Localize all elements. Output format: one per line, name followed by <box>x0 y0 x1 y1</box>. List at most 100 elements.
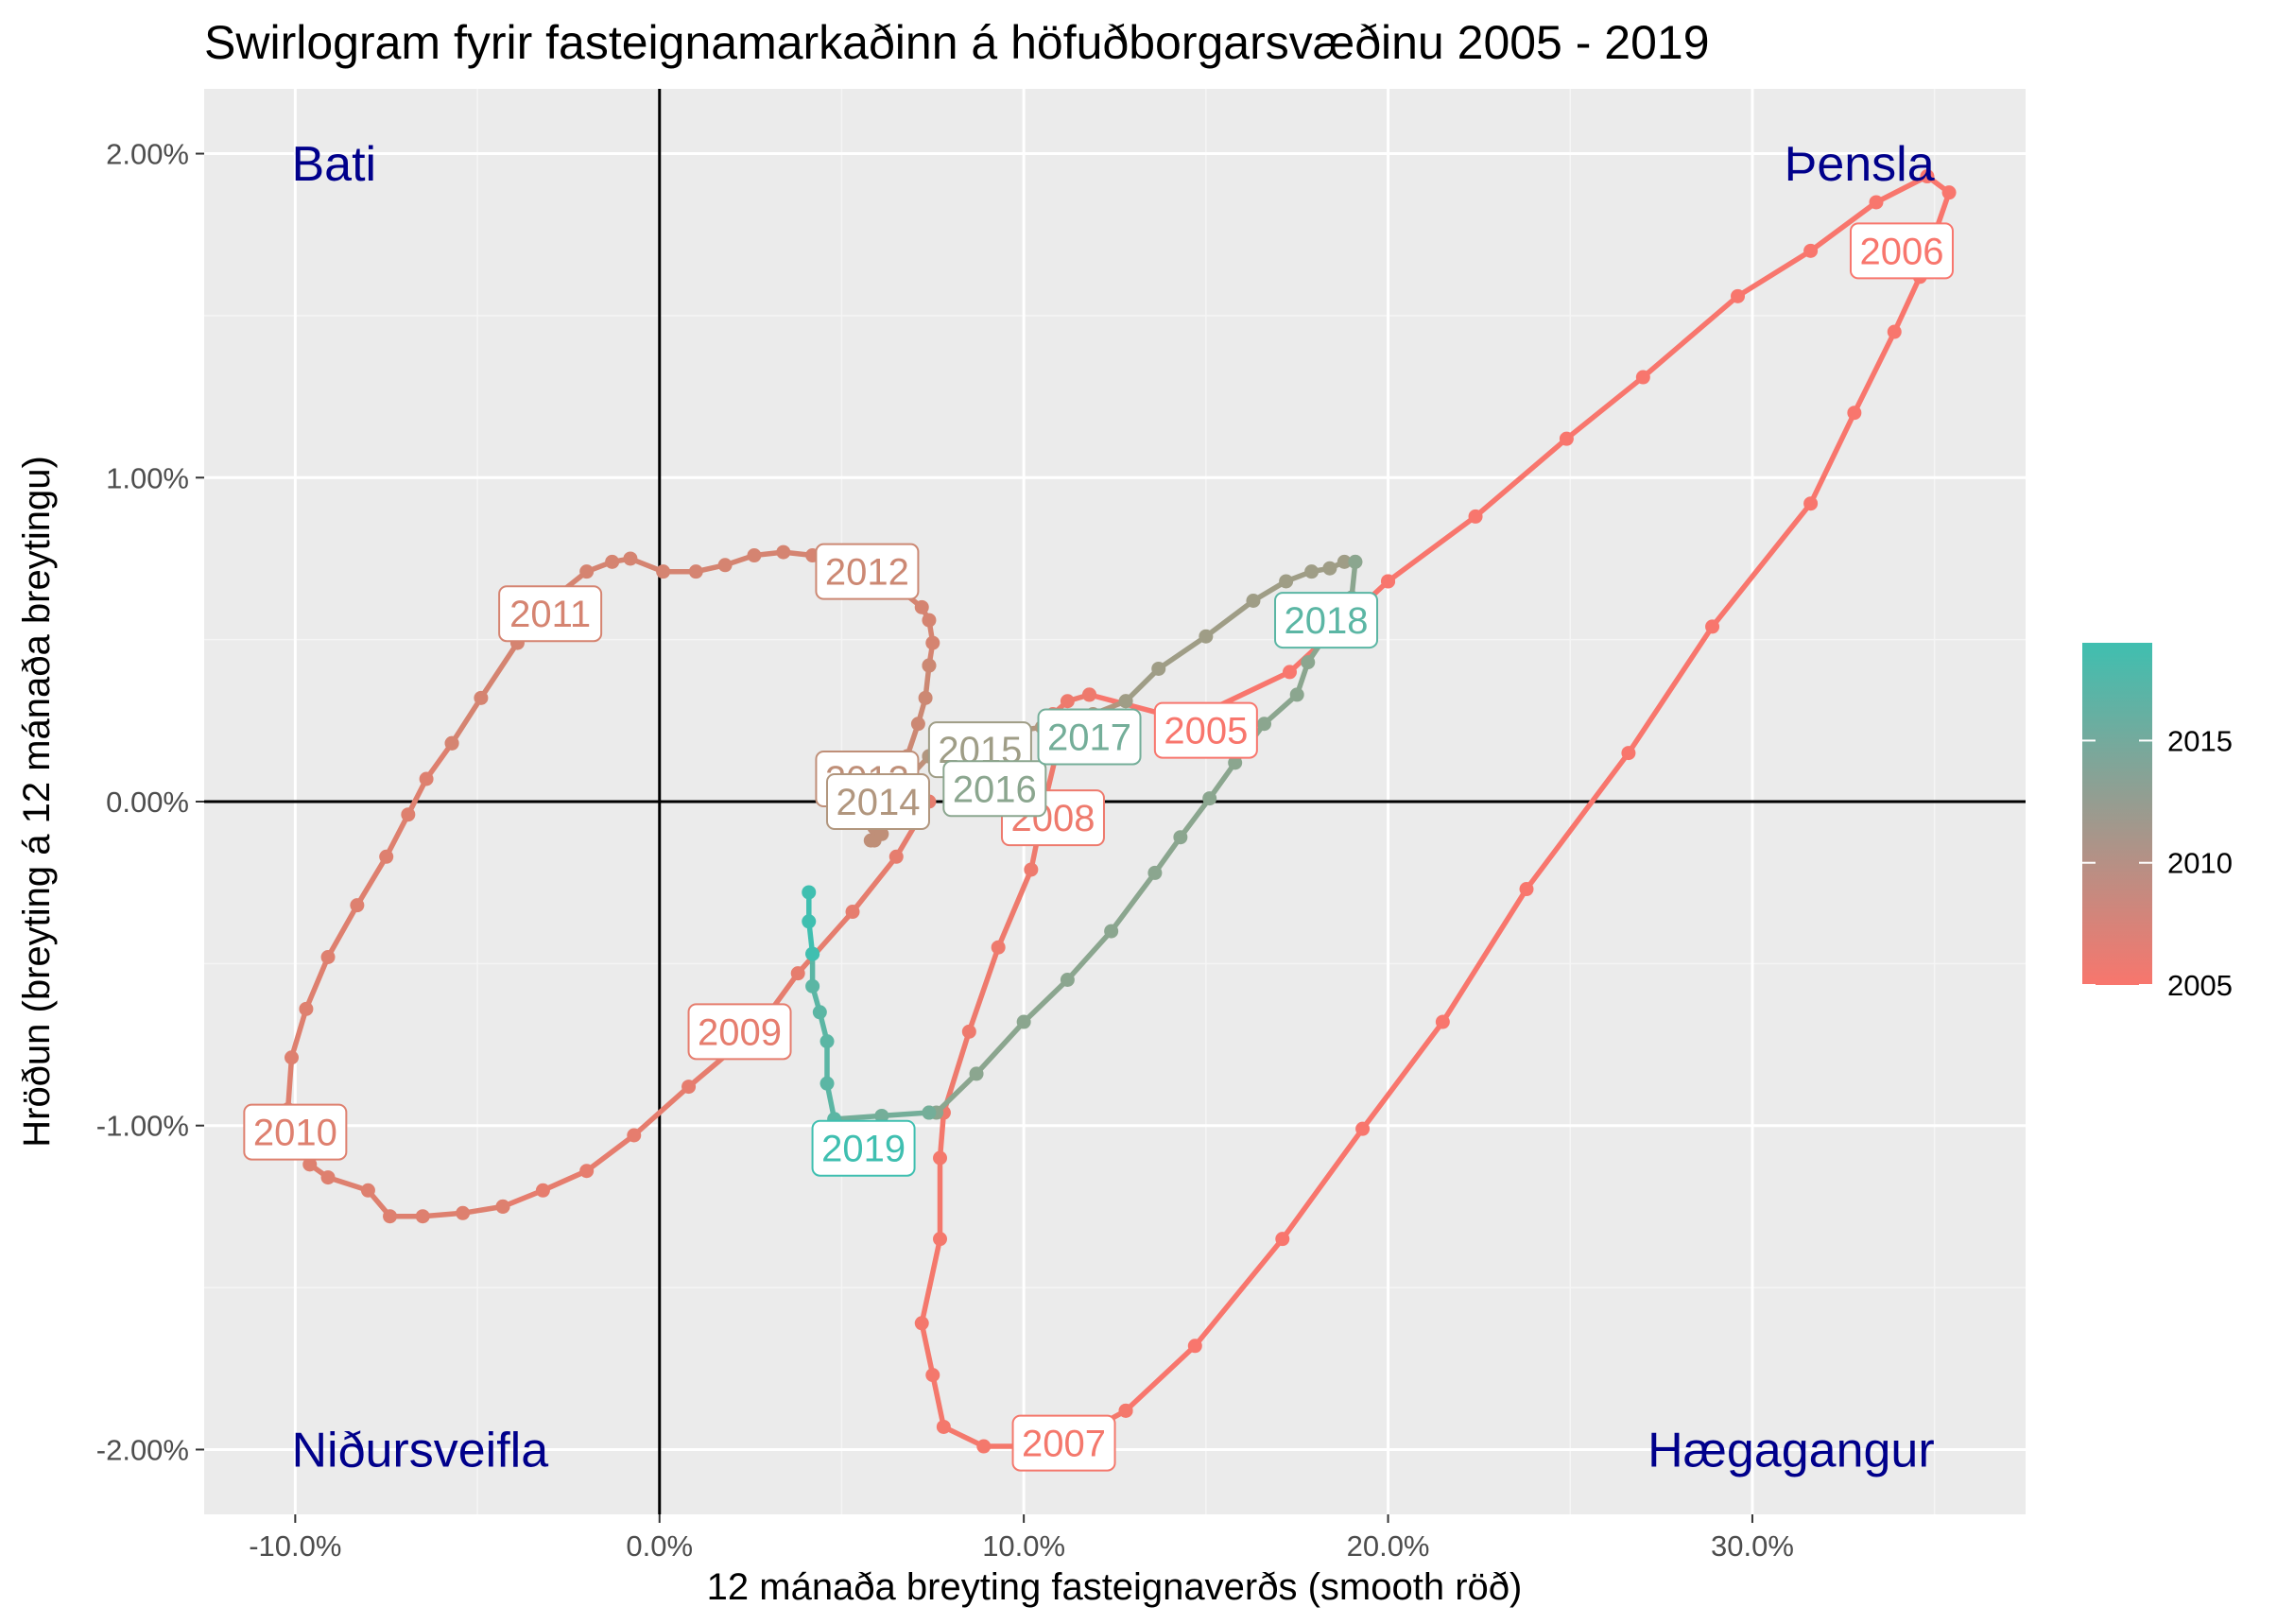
series-2015 <box>1118 554 1363 709</box>
series-point-2018 <box>819 1076 835 1091</box>
legend-label: 2015 <box>2167 724 2233 757</box>
color-legend: 2015 2010 2005 <box>2082 643 2233 1002</box>
y-tick-label: 2.00% <box>106 138 189 171</box>
series-point-2011 <box>688 564 703 579</box>
series-point-2005 <box>1282 665 1297 680</box>
series-point-2015 <box>1151 661 1166 676</box>
year-labels: 2005200620072008200920102011201220132014… <box>243 222 1954 1472</box>
legend-label: 2010 <box>2167 847 2233 880</box>
series-point-2011 <box>474 690 489 705</box>
series-point-2016 <box>1147 865 1163 880</box>
year-label-text: 2016 <box>953 769 1037 810</box>
series-point-2010 <box>419 771 434 786</box>
series-2019 <box>802 885 820 961</box>
series-point-2015 <box>1304 564 1320 579</box>
series-point-2006 <box>1920 169 1935 184</box>
year-label-box <box>815 543 920 600</box>
year-label-2009: 2009 <box>687 1003 792 1061</box>
series-point-2013 <box>874 826 889 841</box>
x-tick-label: 20.0% <box>1347 1529 1430 1563</box>
series-point-2006 <box>1731 288 1746 303</box>
series-point-2008 <box>1082 687 1097 702</box>
year-label-text: 2018 <box>1285 600 1369 642</box>
series-point-2006 <box>1887 324 1902 339</box>
series-point-2008 <box>991 940 1006 955</box>
series-point-2017 <box>922 1105 937 1120</box>
series-point-2011 <box>914 599 929 614</box>
series-point-2006 <box>1869 195 1884 210</box>
series-point-2018 <box>812 1005 827 1020</box>
year-label-2006: 2006 <box>1849 222 1954 280</box>
series-point-2019 <box>802 885 817 900</box>
year-label-2019: 2019 <box>811 1119 916 1177</box>
x-tick-label: 30.0% <box>1711 1529 1794 1563</box>
year-label-2014: 2014 <box>825 773 930 830</box>
series-point-2006 <box>1621 746 1636 761</box>
series-point-2015 <box>1322 561 1337 576</box>
quadrant-labels: Bati Þensla Niðursveifla Hægagangur <box>291 137 1934 1478</box>
year-label-text: 2005 <box>1164 711 1248 752</box>
series-point-2012 <box>910 717 925 732</box>
chart-title: Swirlogram fyrir fasteignamarkaðinn á hö… <box>204 16 1710 69</box>
series-point-2006 <box>1187 1339 1202 1354</box>
quadrant-label-0: Bati <box>291 137 376 192</box>
year-label-box <box>1274 592 1379 649</box>
year-label-2010: 2010 <box>243 1103 348 1161</box>
series-point-2010 <box>379 849 394 864</box>
series-point-2006 <box>1381 574 1396 589</box>
series-point-2006 <box>1468 509 1483 524</box>
series-point-2009 <box>681 1080 697 1095</box>
series-point-2006 <box>1705 619 1720 634</box>
series-point-2010 <box>320 1170 336 1185</box>
quadrant-label-1: Þensla <box>1785 137 1935 192</box>
year-label-text: 2014 <box>836 782 920 823</box>
x-axis: -10.0% 0.0% 10.0% 20.0% 30.0% <box>249 1514 1794 1563</box>
series-point-2006 <box>1275 1232 1290 1247</box>
series-point-2007 <box>914 1316 929 1331</box>
series-point-2010 <box>401 807 416 822</box>
series-point-2011 <box>776 544 791 560</box>
series-point-2016 <box>969 1066 984 1081</box>
y-axis: -2.00% -1.00% 0.00% 1.00% 2.00% <box>96 138 204 1466</box>
series-point-2006 <box>1803 243 1819 258</box>
year-label-2012: 2012 <box>815 543 920 600</box>
series-point-2017 <box>874 1108 889 1123</box>
x-tick-label: 10.0% <box>982 1529 1065 1563</box>
year-label-2007: 2007 <box>1011 1414 1116 1472</box>
year-label-text: 2012 <box>825 552 909 594</box>
series-point-2015 <box>1246 594 1261 609</box>
series-point-2007 <box>1118 1403 1133 1418</box>
year-label-text: 2006 <box>1859 231 1943 272</box>
x-axis-title: 12 mánaða breyting fasteignaverðs (smoot… <box>707 1566 1523 1608</box>
series-point-2007 <box>976 1439 992 1454</box>
year-label-2016: 2016 <box>942 760 1047 818</box>
series-point-2018 <box>819 1034 835 1049</box>
year-label-text: 2009 <box>698 1011 782 1053</box>
year-label-box <box>1153 701 1258 759</box>
y-axis-title: Hröðun (breyting á 12 mánaða breytingu) <box>16 456 58 1148</box>
year-label-text: 2017 <box>1047 717 1131 758</box>
year-label-text: 2007 <box>1022 1424 1106 1465</box>
x-tick-label: 0.0% <box>626 1529 693 1563</box>
series-point-2015 <box>1337 554 1352 569</box>
quadrant-label-3: Hægagangur <box>1647 1423 1935 1477</box>
series-point-2010 <box>360 1183 375 1198</box>
series-point-2019 <box>802 914 817 929</box>
series-point-2008 <box>961 1024 976 1039</box>
series-point-2011 <box>925 635 940 650</box>
series-point-2010 <box>302 1157 318 1172</box>
year-label-text: 2011 <box>509 594 591 635</box>
series-2010 <box>281 735 510 1224</box>
series-point-2011 <box>579 564 595 579</box>
year-label-box <box>942 760 1047 818</box>
series-point-2010 <box>383 1209 398 1224</box>
legend-label: 2005 <box>2167 969 2233 1002</box>
y-tick-label: 1.00% <box>106 461 189 494</box>
series-point-2007 <box>933 1150 948 1166</box>
year-label-box <box>811 1119 916 1177</box>
series-point-2016 <box>1348 554 1363 569</box>
year-label-text: 2010 <box>253 1113 337 1154</box>
year-label-box <box>498 585 603 643</box>
series-point-2011 <box>623 551 638 566</box>
series-point-2012 <box>918 690 933 705</box>
